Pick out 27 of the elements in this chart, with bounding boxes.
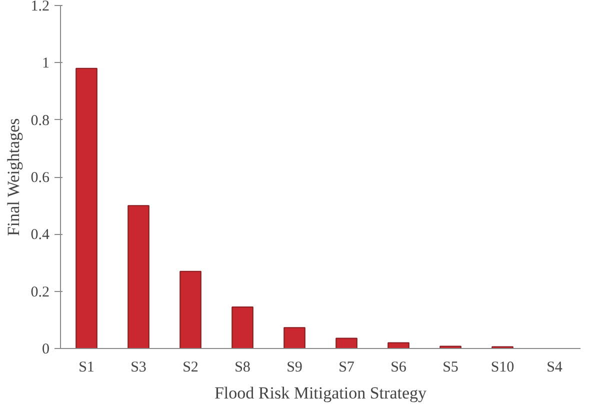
y-tick-label: 0.2 <box>30 284 50 300</box>
y-tick-label: 1.2 <box>30 0 50 14</box>
bar <box>388 342 410 348</box>
y-axis-title: Final Weightages <box>4 118 23 236</box>
bar <box>232 306 254 348</box>
x-tick-label: S6 <box>390 360 407 376</box>
x-axis-title: Flood Risk Mitigation Strategy <box>214 384 428 402</box>
bar <box>76 68 98 348</box>
y-tick-label: 0 <box>42 342 50 358</box>
bar <box>128 205 150 348</box>
x-tick-label: S5 <box>442 360 458 376</box>
y-tick-label: 0.8 <box>30 112 50 129</box>
y-tick-label: 1 <box>42 56 50 72</box>
x-tick-label: S10 <box>490 360 514 376</box>
x-tick-label: S3 <box>130 360 146 376</box>
x-tick-label: S9 <box>286 360 302 376</box>
x-tick-label: S7 <box>338 360 355 376</box>
y-tick-label: 0.6 <box>30 170 50 186</box>
bar <box>440 346 462 348</box>
x-tick-label: S2 <box>182 360 198 376</box>
x-tick-label: S1 <box>78 360 94 376</box>
bar <box>336 338 358 348</box>
bar <box>180 270 202 348</box>
y-tick-label: 0.4 <box>30 227 50 244</box>
x-tick-label: S4 <box>546 360 563 376</box>
x-tick-label: S8 <box>234 360 250 376</box>
bar <box>284 327 306 348</box>
